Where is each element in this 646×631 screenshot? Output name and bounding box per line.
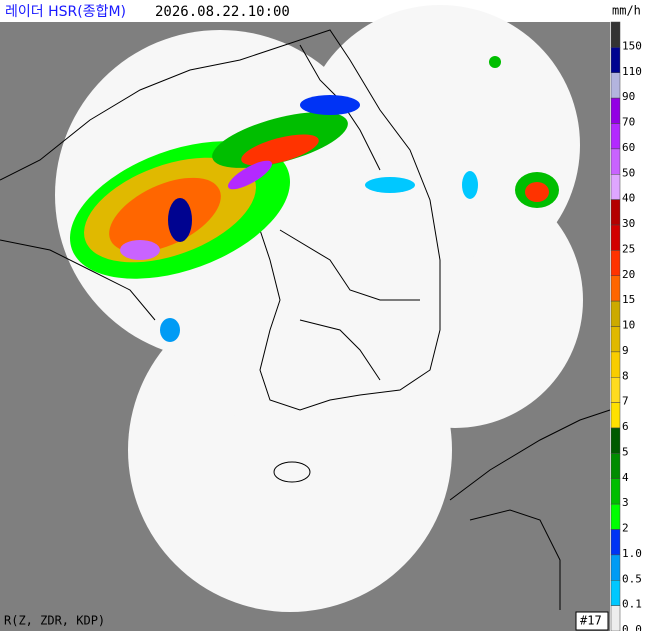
legend-swatch <box>610 580 621 606</box>
legend-label: 150 <box>622 39 642 52</box>
legend-label: 60 <box>622 141 635 154</box>
legend-label: 25 <box>622 242 635 255</box>
legend-swatch <box>610 300 621 327</box>
legend: 150 110 90 70 60 50 40 30 25 20 15 10 9 8 7 6 5 4 3 2 1.0 0.5… <box>610 21 642 631</box>
legend-label: 1.0 <box>622 547 642 560</box>
legend-swatch <box>610 123 621 150</box>
legend-swatch <box>610 529 621 556</box>
legend-label: 8 <box>622 369 629 382</box>
frame-box <box>575 611 609 631</box>
legend-swatch <box>610 72 621 99</box>
legend-swatch <box>610 377 621 403</box>
legend-label: 9 <box>622 344 629 357</box>
legend-swatch <box>610 326 621 353</box>
legend-label: 70 <box>622 116 635 129</box>
legend-swatch <box>610 250 621 276</box>
legend-swatch <box>610 199 621 226</box>
legend-swatch <box>610 554 621 581</box>
legend-swatch <box>610 47 621 73</box>
legend-label: 7 <box>622 395 629 408</box>
legend-label: 10 <box>622 319 635 332</box>
legend-label: 110 <box>622 65 642 78</box>
precipitation <box>70 56 559 342</box>
legend-label: 0.0 <box>622 623 642 631</box>
legend-swatch <box>610 351 621 378</box>
legend-swatch <box>610 453 621 479</box>
legend-label: 4 <box>622 471 629 484</box>
legend-swatch <box>610 478 621 505</box>
legend-swatch <box>610 605 621 631</box>
legend-swatch <box>610 148 621 175</box>
unit: mm/h <box>612 4 641 18</box>
legend-swatch <box>610 224 621 251</box>
legend-swatch <box>610 402 621 429</box>
legend-label: 6 <box>622 420 629 433</box>
title: 레이더 HSR(종합M) <box>5 4 126 20</box>
map-area: R(Z, ZDR, KDP) #17 <box>0 5 611 631</box>
legend-swatch <box>610 97 621 124</box>
legend-swatch <box>610 275 621 302</box>
legend-label: 5 <box>622 445 629 458</box>
legend-label: 20 <box>622 268 635 281</box>
legend-swatch <box>610 21 621 48</box>
legend-swatch <box>610 503 621 530</box>
legend-label: 0.1 <box>622 598 642 611</box>
frame-number: #17 <box>580 614 602 628</box>
legend-label: 0.5 <box>622 572 642 585</box>
legend-label: 15 <box>622 293 635 306</box>
legend-label: 50 <box>622 166 635 179</box>
legend-swatch <box>610 427 621 454</box>
legend-label: 2 <box>622 522 629 535</box>
legend-label: 90 <box>622 90 635 103</box>
legend-label: 3 <box>622 496 629 509</box>
legend-label: 30 <box>622 217 635 230</box>
legend-swatch <box>610 174 621 200</box>
legend-label: 40 <box>622 192 635 205</box>
method: R(Z, ZDR, KDP) <box>4 614 105 628</box>
timestamp: 2026.08.22.10:00 <box>155 4 290 20</box>
